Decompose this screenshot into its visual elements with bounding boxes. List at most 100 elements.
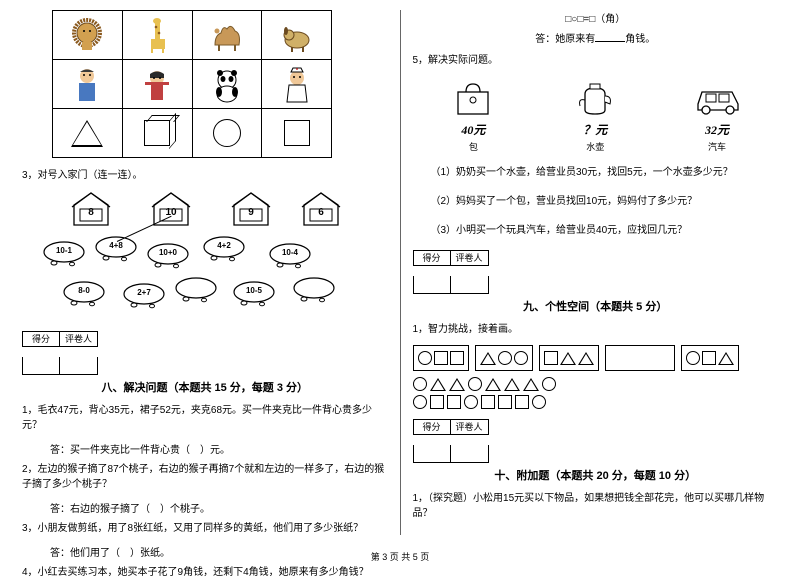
- s8-q2: 2，左边的猴子摘了87个桃子，右边的猴子再摘7个就和左边的一样多了，右边的猴子摘…: [22, 462, 388, 492]
- circ-shape: [498, 351, 512, 365]
- expression-bubble: [174, 277, 218, 303]
- sq-shape: [481, 395, 495, 409]
- tri-shape: [718, 352, 734, 365]
- house: 9: [230, 191, 272, 227]
- section-10-title: 十、附加题（本题共 20 分，每题 10 分）: [413, 467, 779, 483]
- circ-shape: [464, 395, 478, 409]
- score-box-8: 得分评卷人: [22, 331, 388, 375]
- circ-shape: [686, 351, 700, 365]
- ans-suffix: 角钱。: [625, 34, 655, 45]
- q3-text: 3，对号入家门（连一连）。: [22, 168, 388, 183]
- circ-shape: [542, 377, 556, 391]
- tri-shape: [449, 378, 465, 391]
- pattern-box: [413, 345, 469, 371]
- sq-shape: [498, 395, 512, 409]
- expression-bubble: 10-1: [42, 241, 86, 267]
- expression-bubble: 4+2: [202, 236, 246, 262]
- ans-prefix: 答：她原来有: [535, 34, 595, 45]
- pattern-row-2: [413, 377, 779, 391]
- expression-bubble: 8-0: [62, 281, 106, 307]
- s8-a3: 答：他们用了（ ）张纸。: [50, 544, 388, 559]
- shop-item: ？元水壶: [555, 78, 635, 153]
- ans-blank[interactable]: [595, 32, 625, 42]
- expression-bubble: 2+7: [122, 283, 166, 309]
- sq-shape: [702, 351, 716, 365]
- cell-boy: [123, 60, 193, 108]
- sq-shape: [447, 395, 461, 409]
- tri-shape: [430, 378, 446, 391]
- cell-nurse: [262, 60, 331, 108]
- grader-label: 评卷人: [451, 419, 489, 435]
- sub-q3: （3）小明买一个玩具汽车，给营业员40元，应找回几元？: [431, 221, 779, 236]
- sub-q2: （2）妈妈买了一个包，营业员找回10元，妈妈付了多少元？: [431, 192, 779, 207]
- score-label: 得分: [22, 331, 60, 347]
- expression-bubble: 10-4: [268, 243, 312, 269]
- q5-text: 5，解决实际问题。: [413, 53, 779, 68]
- sq-shape: [434, 351, 448, 365]
- score-box-10: 得分评卷人: [413, 419, 779, 463]
- circ-shape: [532, 395, 546, 409]
- pattern-box: [475, 345, 533, 371]
- expression-bubble: 10-5: [232, 281, 276, 307]
- pattern-box: [539, 345, 599, 371]
- score-blank[interactable]: [22, 357, 60, 375]
- equation-line: □○□=□（角）: [413, 10, 779, 25]
- score-label: 得分: [413, 250, 451, 266]
- grid-row-animals: [53, 11, 331, 60]
- expression-bubble: 4+8: [94, 236, 138, 262]
- house: 8: [70, 191, 112, 227]
- score-blank[interactable]: [413, 445, 451, 463]
- grid-row-shapes: [53, 109, 331, 157]
- sq-shape: [515, 395, 529, 409]
- expression-bubble: [292, 277, 336, 303]
- house-matching-area: 8109610-14+810+04+210-48-02+710-5: [42, 191, 382, 321]
- sub-q1: （1）奶奶买一个水壶，给营业员30元，找回5元，一个水壶多少元？: [431, 163, 779, 178]
- circ-shape: [468, 377, 482, 391]
- shop-item: 32元汽车: [677, 78, 757, 153]
- pattern-box[interactable]: [605, 345, 675, 371]
- section-9-title: 九、个性空间（本题共 5 分）: [413, 298, 779, 314]
- grader-label: 评卷人: [60, 331, 98, 347]
- score-box-9: 得分评卷人: [413, 250, 779, 294]
- shop-item: 40元包: [433, 78, 513, 153]
- s8-a2: 答：右边的猴子摘了（ ）个桃子。: [50, 500, 388, 515]
- cell-camel: [193, 11, 263, 59]
- cell-lion: [53, 11, 123, 59]
- cell-square: [262, 109, 331, 157]
- tri-shape: [485, 378, 501, 391]
- grader-blank[interactable]: [451, 445, 489, 463]
- s8-q4: 4，小红去买练习本，她买本子花了9角钱，还剩下4角钱，她原来有多少角钱？: [22, 565, 388, 580]
- score-label: 得分: [413, 419, 451, 435]
- tri-shape: [504, 378, 520, 391]
- page: 3，对号入家门（连一连）。 8109610-14+810+04+210-48-0…: [0, 0, 800, 545]
- animal-shape-grid: [52, 10, 332, 158]
- items-row: 40元包 ？元水壶 32元汽车: [413, 78, 779, 153]
- s8-q3: 3，小朋友做剪纸，用了8张红纸，又用了同样多的黄纸，他们用了多少张纸？: [22, 521, 388, 536]
- tri-shape: [480, 352, 496, 365]
- answer-line: 答：她原来有 角钱。: [413, 30, 779, 45]
- s8-a1: 答：买一件夹克比一件背心贵（ ）元。: [50, 441, 388, 456]
- house: 6: [300, 191, 342, 227]
- cell-giraffe: [123, 11, 193, 59]
- grader-blank[interactable]: [60, 357, 98, 375]
- cell-circle: [193, 109, 263, 157]
- section-8-title: 八、解决问题（本题共 15 分，每题 3 分）: [22, 379, 388, 395]
- grader-label: 评卷人: [451, 250, 489, 266]
- tri-shape: [523, 378, 539, 391]
- circ-shape: [413, 395, 427, 409]
- sq-shape: [450, 351, 464, 365]
- s10-q1: 1，（探究题）小松用15元买以下物品，如果想把钱全部花完，他可以买哪几样物品？: [413, 491, 779, 521]
- right-column: □○□=□（角） 答：她原来有 角钱。 5，解决实际问题。 40元包 ？元水壶 32元…: [401, 0, 791, 545]
- cell-cube: [123, 109, 193, 157]
- cell-man: [53, 60, 123, 108]
- score-blank[interactable]: [413, 276, 451, 294]
- pattern-row-1: [413, 345, 779, 371]
- sq-shape: [544, 351, 558, 365]
- tri-shape: [560, 352, 576, 365]
- pattern-box: [681, 345, 739, 371]
- pattern-row-3: [413, 395, 779, 409]
- grader-blank[interactable]: [451, 276, 489, 294]
- circ-shape: [413, 377, 427, 391]
- grid-row-people: [53, 60, 331, 109]
- tri-shape: [578, 352, 594, 365]
